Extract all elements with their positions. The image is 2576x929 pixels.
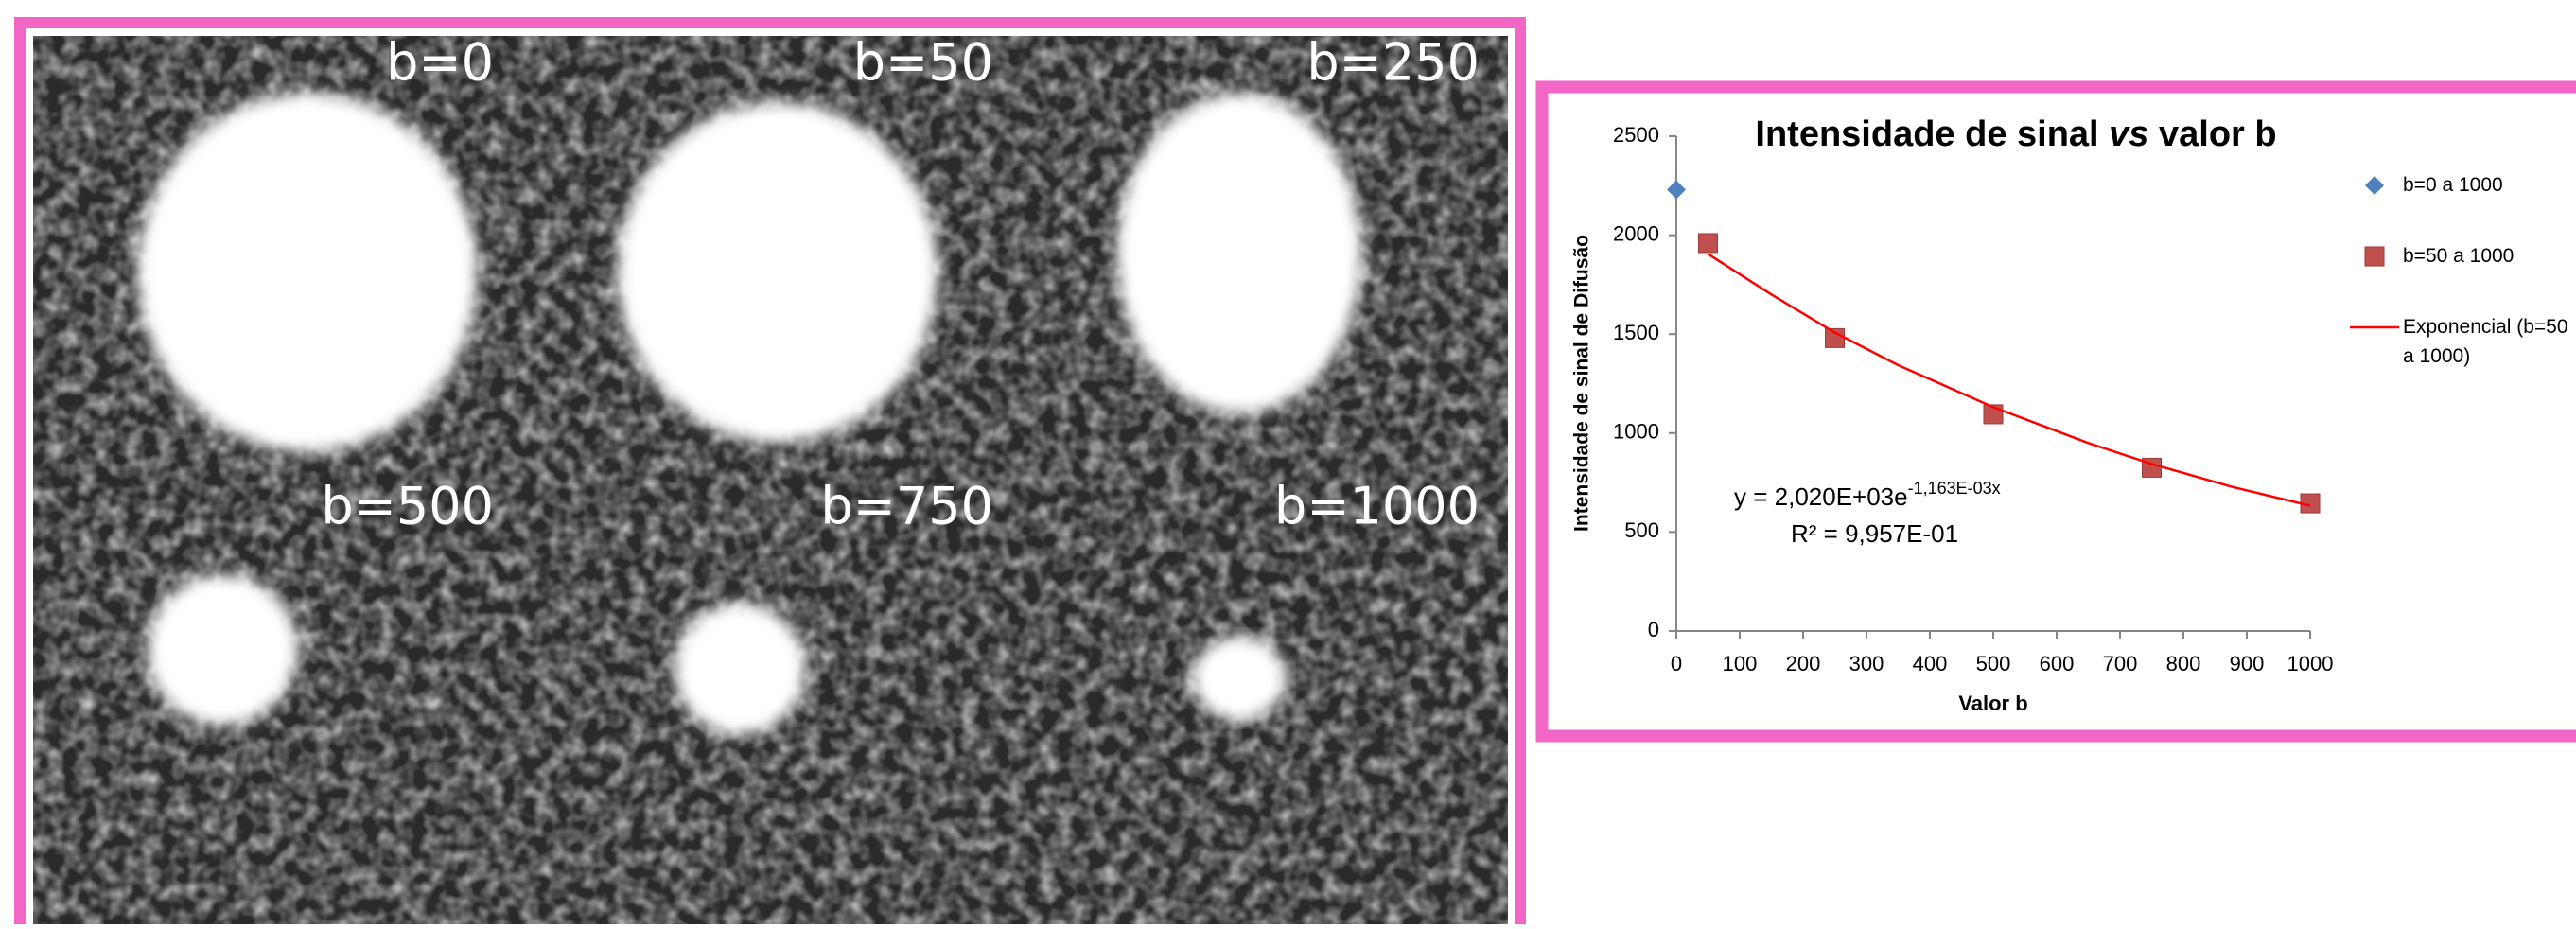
lesion <box>617 102 938 443</box>
lesion <box>147 574 298 726</box>
legend-swatch <box>2365 247 2384 266</box>
y-tick-label: 500 <box>1624 518 1659 542</box>
y-tick-label: 0 <box>1648 618 1659 641</box>
y-tick-label: 2000 <box>1613 221 1659 245</box>
image-label: b=250 <box>1306 33 1480 93</box>
image-label: b=0 <box>386 33 494 93</box>
square-marker <box>1699 234 1718 253</box>
y-tick-label: 1500 <box>1613 321 1659 344</box>
x-tick-label: 900 <box>2230 652 2265 675</box>
page: b=0 b=50 b=250 b=500 b=750 b=1000 Intensidade… <box>0 0 2576 929</box>
x-tick-label: 200 <box>1786 652 1821 675</box>
lesion <box>674 603 806 735</box>
image-label: b=750 <box>820 477 993 536</box>
x-tick-label: 800 <box>2166 652 2201 675</box>
image-noise <box>33 480 522 924</box>
x-tick-label: 1000 <box>2287 652 2334 675</box>
x-tick-label: 100 <box>1723 652 1758 675</box>
x-tick-label: 700 <box>2103 652 2138 675</box>
x-tick-label: 400 <box>1913 652 1948 675</box>
y-tick-label: 1000 <box>1613 420 1659 444</box>
lesion <box>1116 93 1362 414</box>
image-label: b=50 <box>853 33 993 93</box>
legend-entry: Exponencial (b=50 a 1000) <box>2403 312 2568 388</box>
x-tick-label: 500 <box>1976 652 2011 675</box>
x-tick-label: 600 <box>2040 652 2075 675</box>
figure: b=0 b=50 b=250 b=500 b=750 b=1000 Intensidade… <box>0 0 2576 924</box>
image-label: b=1000 <box>1274 477 1480 536</box>
chart-title: Intensidade de sinal vs valor b <box>1755 114 2276 154</box>
r-squared: R² = 9,957E-01 <box>1791 519 1958 548</box>
legend-label: b=50 a 1000 <box>2403 241 2568 271</box>
legend-label: b=0 a 1000 <box>2403 170 2568 200</box>
lesion <box>137 93 478 452</box>
x-axis-label: Valor b <box>1958 692 2027 715</box>
legend-label: Exponencial (b=50 a 1000) <box>2403 312 2568 371</box>
x-tick-label: 0 <box>1671 652 1682 675</box>
y-axis-label: Intensidade de sinal de Difusão <box>1571 235 1593 532</box>
x-tick-label: 300 <box>1849 652 1884 675</box>
lesion <box>1192 636 1287 721</box>
y-tick-label: 2500 <box>1613 123 1659 147</box>
legend-entry: b=50 a 1000 <box>2403 241 2568 317</box>
image-label: b=500 <box>321 477 494 536</box>
image-panel: b=0 b=50 b=250 b=500 b=750 b=1000 <box>20 23 1520 924</box>
legend-entry: b=0 a 1000 <box>2403 170 2568 246</box>
